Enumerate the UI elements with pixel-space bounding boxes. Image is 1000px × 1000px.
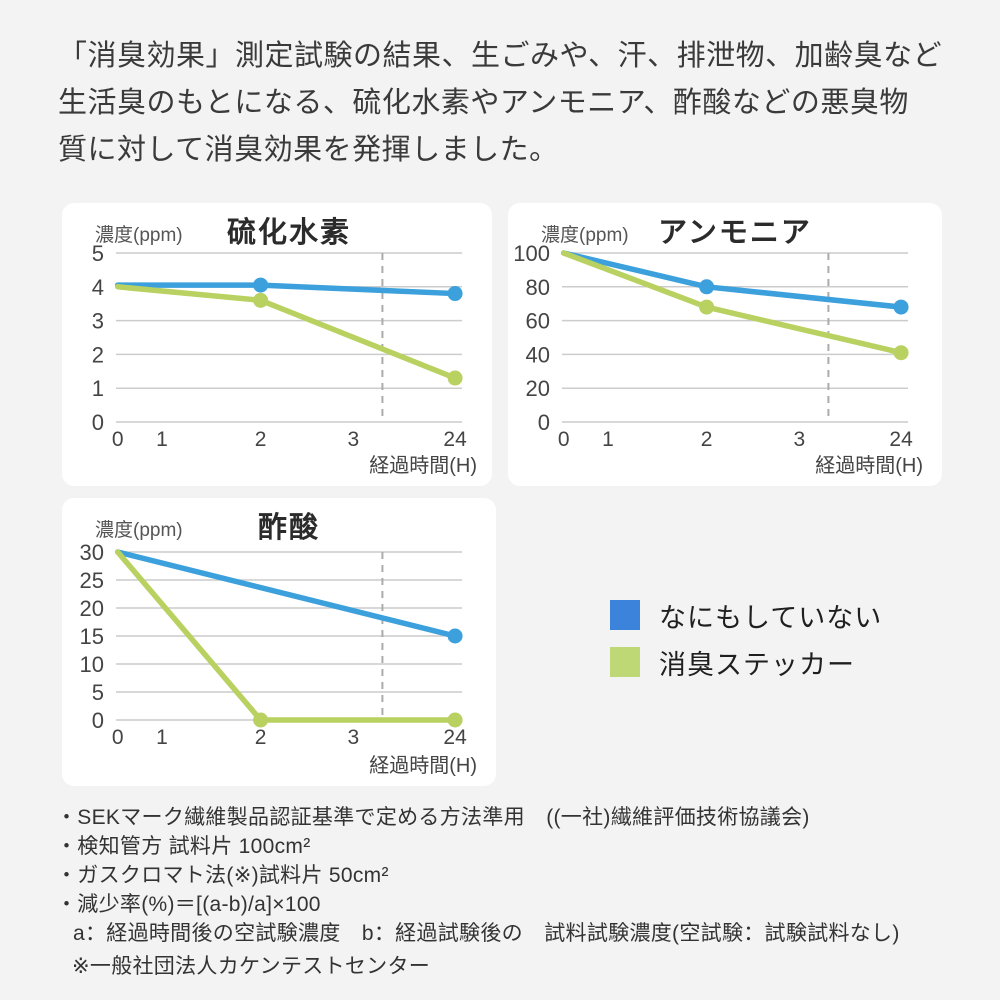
x-tick-label: 24 bbox=[889, 428, 913, 451]
legend-label-untreated: なにもしていない bbox=[659, 602, 883, 633]
y-tick-label: 1 bbox=[92, 376, 104, 401]
legend-swatch-blue bbox=[610, 600, 640, 630]
data-point-blue bbox=[447, 628, 463, 644]
x-tick-label: 1 bbox=[156, 428, 168, 451]
footnote-sub-line: a：経過時間後の空試験濃度 b：経過試験後の 試料試験濃度(空試験：試験試料なし… bbox=[73, 922, 900, 945]
y-axis-unit-label: 濃度(ppm) bbox=[95, 520, 183, 541]
header-line-3: 質に対して消臭効果を発揮しました。 bbox=[58, 134, 559, 166]
data-point-green bbox=[699, 299, 715, 315]
series-line-blue bbox=[114, 549, 458, 639]
hydrogen-sulfide-chart: 5 4 3 2 1 00 1 2 3 24 bbox=[92, 241, 467, 451]
series-line-blue bbox=[560, 250, 904, 310]
y-tick-label: 40 bbox=[526, 342, 550, 367]
data-point-green bbox=[893, 345, 909, 361]
x-tick-label: 3 bbox=[794, 428, 806, 451]
y-axis-unit-label: 濃度(ppm) bbox=[541, 225, 629, 246]
y-tick-label: 3 bbox=[92, 309, 104, 334]
data-point-green bbox=[253, 292, 269, 308]
data-point-blue bbox=[253, 277, 269, 293]
y-tick-label: 2 bbox=[92, 342, 104, 367]
data-point-blue bbox=[699, 279, 715, 295]
header-text: 「消臭効果」測定試験の結果、生ごみや、汗、排泄物、加齢臭など 生活臭のもとになる… bbox=[58, 33, 973, 174]
x-tick-label: 2 bbox=[701, 428, 713, 451]
y-tick-label: 20 bbox=[526, 376, 550, 401]
chart-title-ammonia: アンモニア bbox=[658, 217, 812, 249]
data-point-green bbox=[253, 712, 269, 728]
x-tick-label: 2 bbox=[255, 428, 267, 451]
y-tick-label: 80 bbox=[526, 275, 550, 300]
chart-title-acetic-acid: 酢酸 bbox=[257, 512, 320, 544]
footnote-line-3: ・ガスクロマト法(※)試料片 50cm² bbox=[56, 864, 389, 887]
x-tick-label: 0 bbox=[558, 428, 570, 451]
legend-label-deodorant-sticker: 消臭ステッカー bbox=[659, 649, 855, 680]
x-tick-label: 0 bbox=[112, 428, 124, 451]
y-tick-label: 5 bbox=[92, 241, 104, 266]
data-point-green bbox=[447, 712, 463, 728]
legend-swatch-green bbox=[610, 647, 640, 677]
y-tick-label: 15 bbox=[80, 624, 104, 649]
chart-card-ammonia: 100 80 60 40 20 0 0 1 2 3 24 濃度(ppm) アンモニア 経過時間(H) bbox=[508, 203, 942, 486]
legend-item-deodorant-sticker: 消臭ステッカー bbox=[610, 647, 882, 680]
ammonia-chart: 100 80 60 40 20 00 1 2 3 24 bbox=[513, 241, 913, 451]
y-tick-label: 20 bbox=[80, 596, 104, 621]
footnote-line-1: ・SEKマーク繊維製品認証基準で定める方法準用 ((一社)繊維評価技術協議会) bbox=[56, 806, 810, 829]
chart-title-hydrogen-sulfide: 硫化水素 bbox=[226, 217, 351, 249]
x-tick-label: 1 bbox=[602, 428, 614, 451]
x-axis-unit-label: 経過時間(H) bbox=[369, 755, 477, 777]
footnotes: ・SEKマーク繊維製品認証基準で定める方法準用 ((一社)繊維評価技術協議会) … bbox=[56, 803, 956, 948]
y-tick-label: 5 bbox=[92, 680, 104, 705]
y-tick-label: 60 bbox=[526, 309, 550, 334]
x-tick-label: 24 bbox=[443, 726, 467, 749]
data-point-blue bbox=[447, 286, 463, 302]
y-tick-label: 4 bbox=[92, 275, 104, 300]
y-tick-label: 10 bbox=[80, 652, 104, 677]
x-tick-label: 1 bbox=[156, 726, 168, 749]
test-center-note: ※一般社団法人カケンテストセンター bbox=[72, 955, 431, 978]
footnote-line-4: ・減少率(%)＝[(a-b)/a]×100 bbox=[56, 893, 321, 916]
x-axis-unit-label: 経過時間(H) bbox=[815, 455, 923, 477]
footnote-line-2: ・検知管方 試料片 100cm² bbox=[56, 835, 311, 858]
data-point-blue bbox=[893, 299, 909, 315]
chart-card-acetic-acid: 30 25 20 15 10 5 0 0 1 2 3 24 濃度(ppm) 酢酸 経過時間(H) bbox=[62, 498, 496, 786]
header-line-2: 生活臭のもとになる、硫化水素やアンモニア、酢酸などの悪臭物 bbox=[58, 87, 909, 119]
y-tick-label: 25 bbox=[80, 568, 104, 593]
x-tick-label: 3 bbox=[348, 726, 360, 749]
y-tick-label: 0 bbox=[92, 708, 104, 733]
chart-card-hydrogen-sulfide: 5 4 3 2 1 0 0 1 2 3 24 濃度(ppm) 硫化水素 経過時間(H) bbox=[62, 203, 492, 486]
data-point-green bbox=[447, 370, 463, 386]
y-tick-label: 0 bbox=[538, 410, 550, 435]
y-axis-unit-label: 濃度(ppm) bbox=[95, 225, 183, 246]
x-axis-unit-label: 経過時間(H) bbox=[369, 455, 477, 477]
header-line-1: 「消臭効果」測定試験の結果、生ごみや、汗、排泄物、加齢臭など bbox=[58, 40, 943, 72]
legend-item-untreated: なにもしていない bbox=[610, 600, 882, 633]
x-tick-label: 3 bbox=[348, 428, 360, 451]
x-tick-label: 24 bbox=[443, 428, 467, 451]
y-tick-label: 0 bbox=[92, 410, 104, 435]
y-tick-label: 30 bbox=[80, 540, 104, 565]
x-tick-label: 2 bbox=[255, 726, 267, 749]
legend: なにもしていない 消臭ステッカー bbox=[610, 600, 882, 694]
series-line-green bbox=[114, 284, 458, 381]
x-tick-label: 0 bbox=[112, 726, 124, 749]
y-tick-label: 100 bbox=[513, 241, 550, 266]
